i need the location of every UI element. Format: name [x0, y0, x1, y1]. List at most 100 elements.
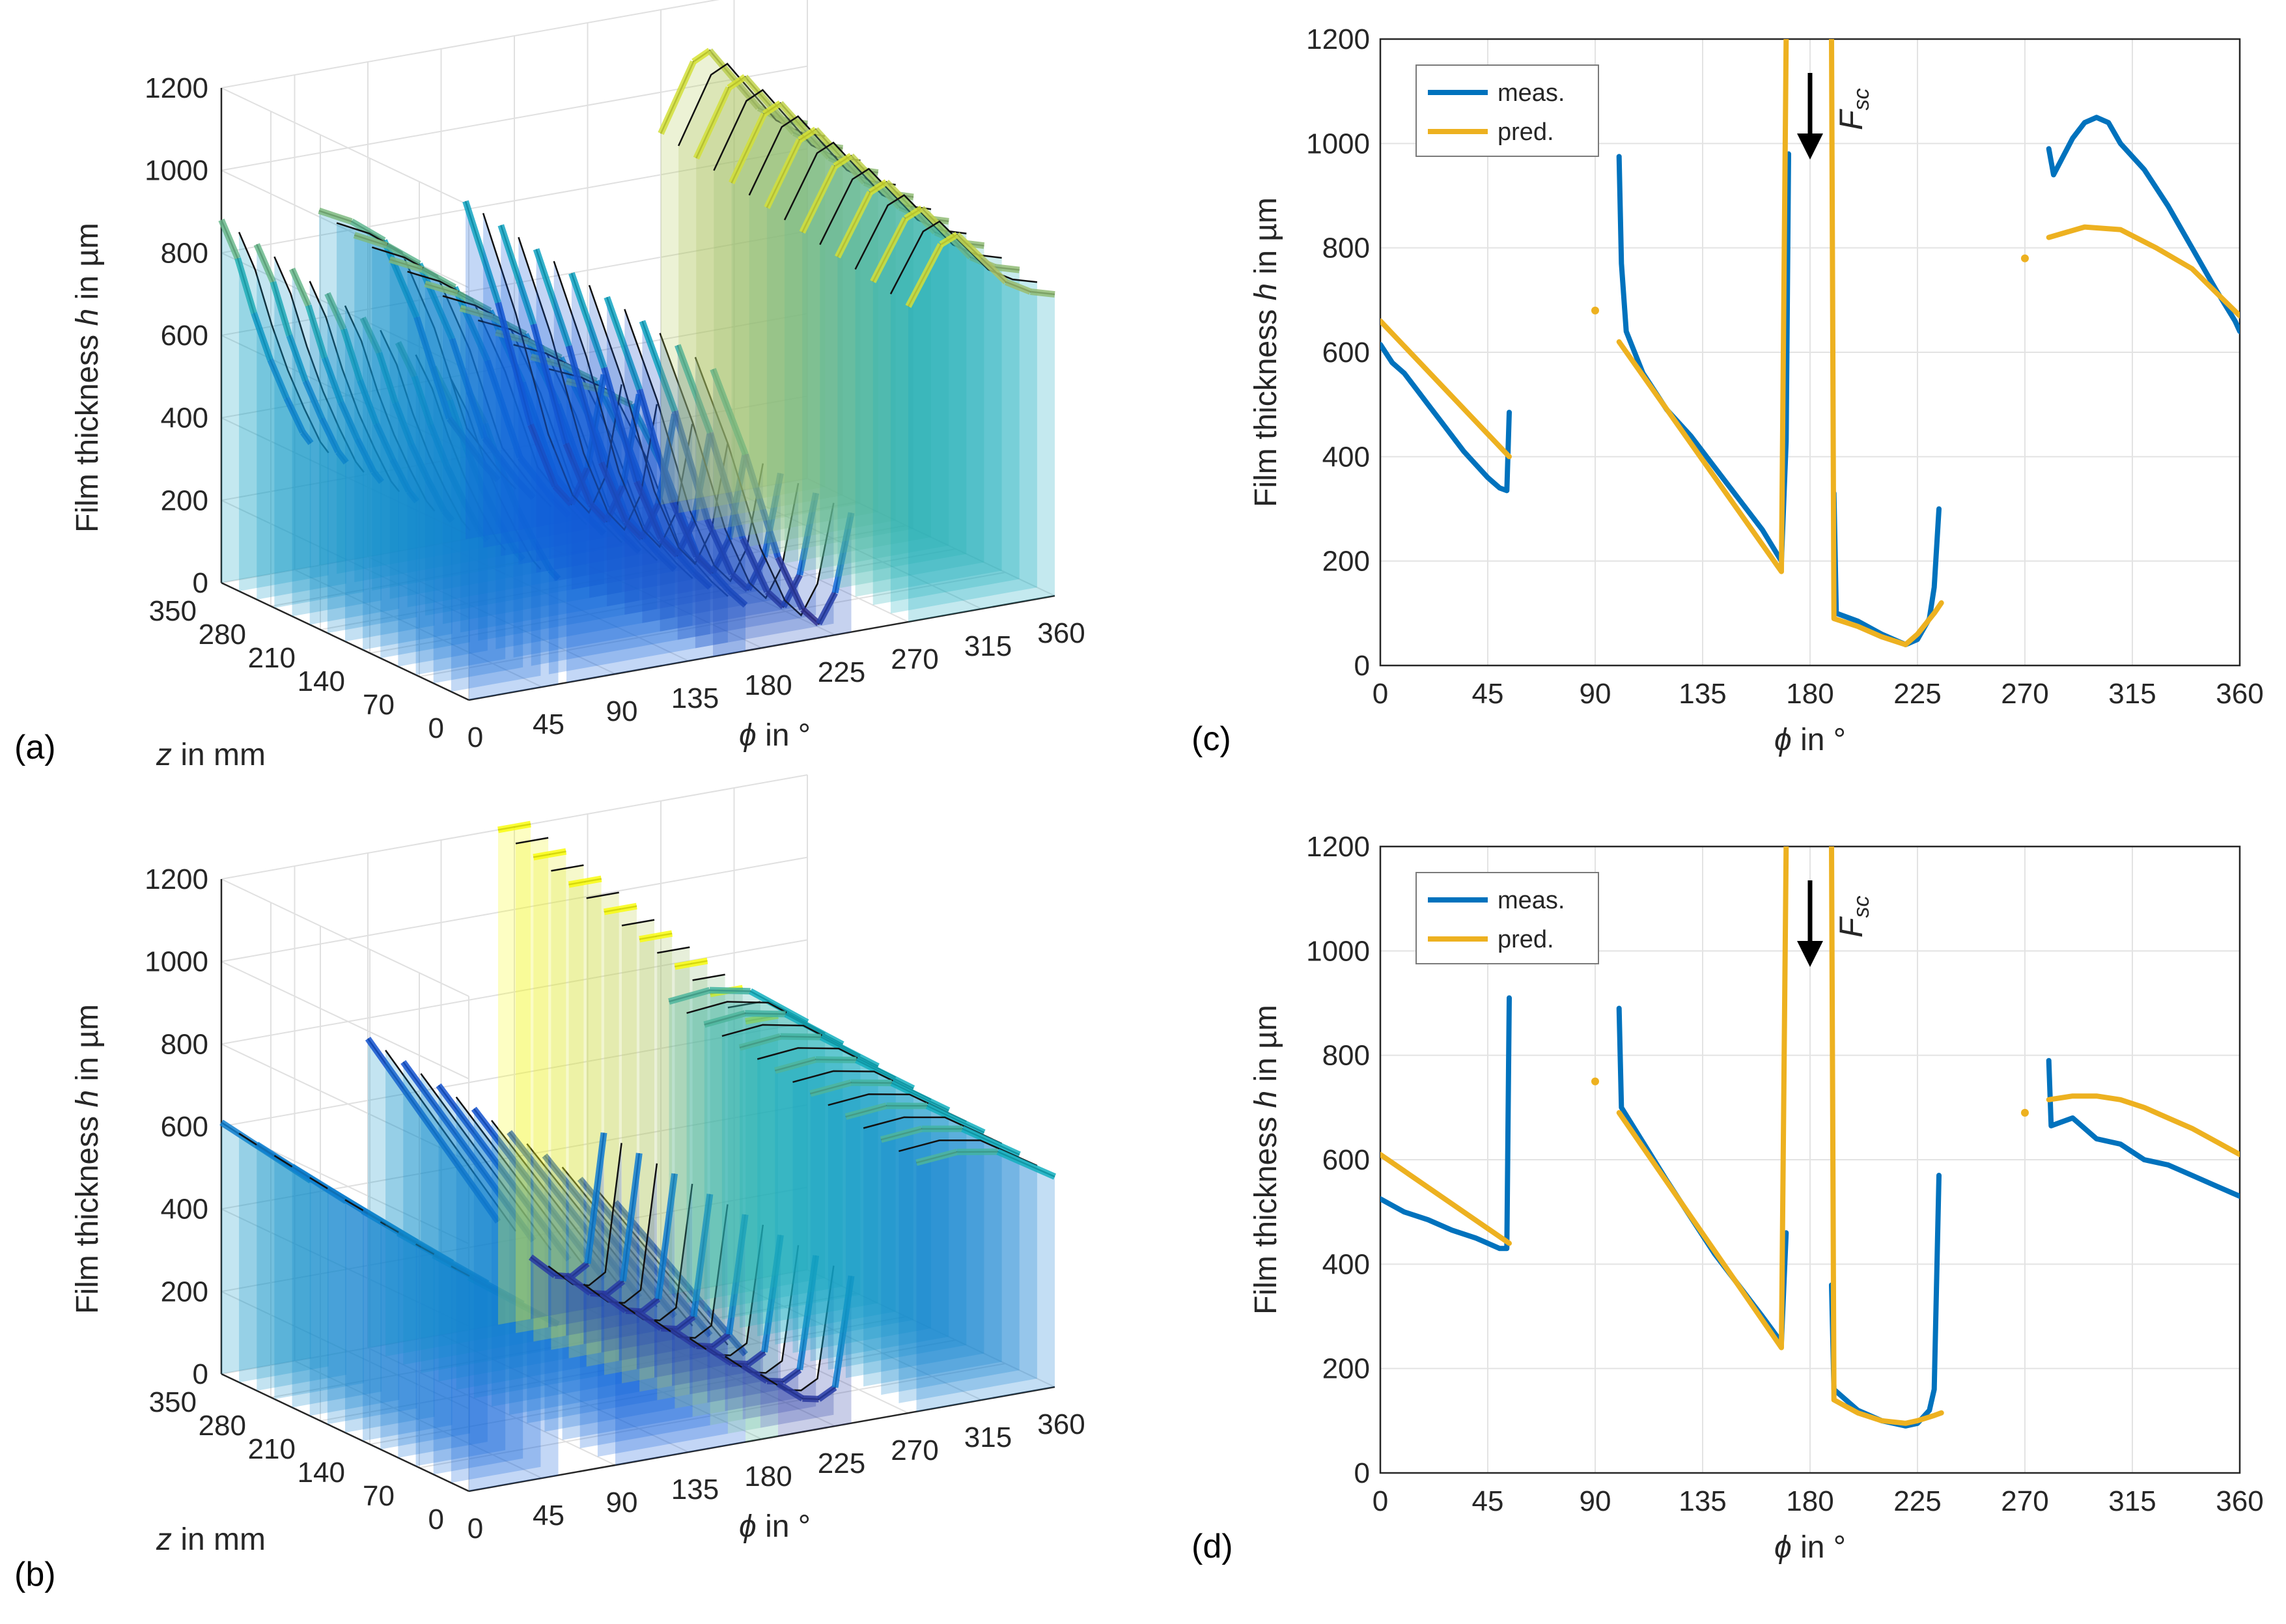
surface-color-band [568, 272, 607, 369]
z-axis-unit: in mm [172, 738, 266, 772]
x-axis-symbol: ϕ [1774, 1530, 1792, 1565]
surface-color-band [745, 1015, 762, 1025]
surface-color-band [904, 205, 924, 221]
surface-fill [345, 1199, 435, 1433]
side-wall-gridline [221, 499, 469, 619]
surface-color-band [389, 458, 412, 493]
surface-color-band [925, 1102, 986, 1136]
surface-color-band [798, 126, 818, 143]
surface-color-band [514, 820, 531, 830]
surface-color-band [668, 987, 711, 1005]
surface-color-band [497, 824, 515, 833]
surface-color-band [385, 242, 421, 267]
h-tick-label: 1000 [145, 946, 208, 978]
surface-color-band [635, 1308, 663, 1331]
surface-color-band [1029, 288, 1055, 298]
surface-fill [551, 865, 584, 1350]
surface-fill [221, 1122, 311, 1374]
surface-color-band [620, 533, 642, 554]
h-tick-label: 400 [161, 402, 208, 434]
legend-label: pred. [1498, 926, 1554, 953]
surface-color-band [727, 588, 748, 608]
surface-fill [757, 1048, 896, 1337]
surface-color-band [740, 537, 770, 593]
floor-gridline [441, 1334, 689, 1453]
surface-profile [657, 946, 690, 954]
surface-profile [621, 919, 655, 927]
surface-bowl-150-235 [462, 200, 855, 657]
surface-color-band [449, 337, 488, 440]
y-axis-prefix: Film thickness [1249, 300, 1283, 507]
surface-color-band [690, 957, 708, 967]
surface-color-band [527, 338, 563, 361]
phi-tick-label: 270 [891, 643, 938, 675]
h-tick-label: 0 [193, 567, 208, 599]
surface-color-band [286, 334, 309, 382]
h-tick-label: 200 [161, 484, 208, 516]
surface-color-band [584, 1132, 607, 1264]
x-axis-unit: in ° [1792, 723, 1846, 757]
surface-color-band [639, 933, 657, 943]
h-tick-label: 800 [161, 1028, 208, 1060]
surface-crest-270-360 [658, 48, 1055, 622]
surface-fill [810, 1082, 949, 1362]
legend-box [1415, 872, 1599, 964]
surface-color-band [844, 1102, 887, 1120]
surface-fill [239, 232, 329, 591]
surface-color-band [939, 231, 959, 247]
surface-color-band [318, 207, 353, 225]
surface-color-band [531, 539, 553, 572]
surface-profile [551, 864, 584, 872]
surface-fill [766, 129, 913, 555]
surface-fill [239, 1133, 329, 1382]
surface-color-band [671, 410, 711, 521]
z-tick-label: 0 [428, 1504, 444, 1535]
surface-fill [337, 223, 516, 574]
surface-color-band [961, 1125, 1021, 1158]
surface-fill [589, 285, 728, 598]
surface-fill [433, 1255, 523, 1475]
x-tick-label: 90 [1580, 678, 1611, 710]
surface-color-band [482, 436, 520, 483]
surface-color-band [421, 266, 456, 290]
surface-color-band [658, 60, 697, 135]
z-tick-label: 140 [298, 665, 345, 697]
surface-color-band [707, 48, 737, 81]
surface-profile [273, 256, 365, 473]
surface-fill [292, 269, 382, 617]
chart-c: 0 45 90 135 180 225 270 315 360 0 200 400 600 800 1000… [1192, 23, 2264, 758]
surface-color-band [994, 264, 1020, 273]
surface-color-band [762, 100, 783, 117]
surface-fill [438, 1085, 569, 1382]
surface-fill [845, 1106, 984, 1379]
surface-color-band [456, 290, 492, 314]
surface-color-band [833, 152, 853, 169]
surface-color-band [745, 1010, 786, 1018]
surface-color-band [761, 472, 784, 558]
surface-profile [420, 1073, 552, 1251]
surface-fill [257, 244, 346, 600]
surface-color-band [460, 498, 482, 533]
surface-color-band [725, 453, 749, 540]
x-tick-label: 270 [2001, 1485, 2048, 1517]
z-tick-label: 70 [363, 1480, 395, 1512]
h-axis-label: Film thickness h in µm [70, 1004, 105, 1314]
x-tick-label: 360 [2216, 1485, 2263, 1517]
surface-color-band [693, 86, 732, 160]
phi-tick-label: 0 [467, 1513, 483, 1545]
surface-fill [372, 247, 551, 591]
surface-color-band [517, 455, 555, 501]
surface-color-band [562, 362, 598, 384]
surface-color-band [800, 606, 821, 626]
surface-color-band [424, 281, 459, 297]
surface-color-band [548, 567, 561, 581]
surface-fill [678, 63, 826, 513]
surface-color-band [691, 570, 713, 590]
surface-fill [669, 990, 807, 1295]
surface-color-band [819, 1034, 880, 1070]
x-axis-unit: in ° [1792, 1530, 1846, 1565]
surface-profile [548, 1143, 622, 1287]
surface-color-band [598, 461, 629, 523]
phi-tick-label: 225 [818, 656, 865, 688]
surface-color-band [520, 381, 559, 478]
